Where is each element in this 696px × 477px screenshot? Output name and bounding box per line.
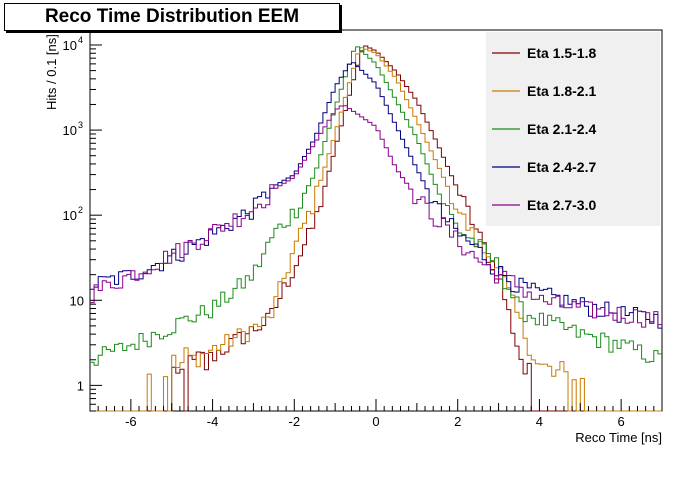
y-tick-label: 10 bbox=[63, 123, 77, 138]
x-tick-label: 0 bbox=[372, 414, 379, 429]
x-tick-label: -6 bbox=[125, 414, 137, 429]
x-tick-label: 6 bbox=[618, 414, 625, 429]
y-tick-exponent: 3 bbox=[78, 120, 83, 130]
legend-label: Eta 2.7-3.0 bbox=[527, 197, 596, 213]
series-line bbox=[90, 46, 662, 366]
y-tick-exponent: 4 bbox=[78, 35, 83, 45]
legend-label: Eta 1.8-2.1 bbox=[527, 83, 596, 99]
x-tick-label: 2 bbox=[454, 414, 461, 429]
chart-title-box: Reco Time Distribution EEM bbox=[4, 3, 340, 31]
y-tick-label: 10 bbox=[63, 208, 77, 223]
y-tick-exponent: 2 bbox=[78, 205, 83, 215]
series-line bbox=[90, 47, 662, 412]
histogram-curves bbox=[90, 45, 662, 412]
y-tick-label: 1 bbox=[77, 378, 84, 393]
series-line bbox=[90, 105, 662, 328]
y-axis-label: Hits / 0.1 [ns] bbox=[44, 34, 59, 110]
x-axis-label: Reco Time [ns] bbox=[575, 430, 662, 445]
chart-title: Reco Time Distribution EEM bbox=[44, 6, 300, 27]
legend: Eta 1.5-1.8 Eta 1.8-2.1 Eta 2.1-2.4 Eta 2.4… bbox=[486, 32, 660, 226]
series-line bbox=[90, 62, 662, 329]
x-axis: -6 -4 -2 0 2 4 6 bbox=[89, 399, 663, 429]
y-tick-label: 10 bbox=[70, 293, 84, 308]
y-tick-label: 10 bbox=[63, 38, 77, 53]
x-tick-label: 4 bbox=[536, 414, 543, 429]
legend-label: Eta 2.1-2.4 bbox=[527, 121, 596, 137]
legend-label: Eta 1.5-1.8 bbox=[527, 45, 596, 61]
x-tick-label: -4 bbox=[207, 414, 219, 429]
x-tick-label: -2 bbox=[289, 414, 301, 429]
legend-label: Eta 2.4-2.7 bbox=[527, 159, 596, 175]
